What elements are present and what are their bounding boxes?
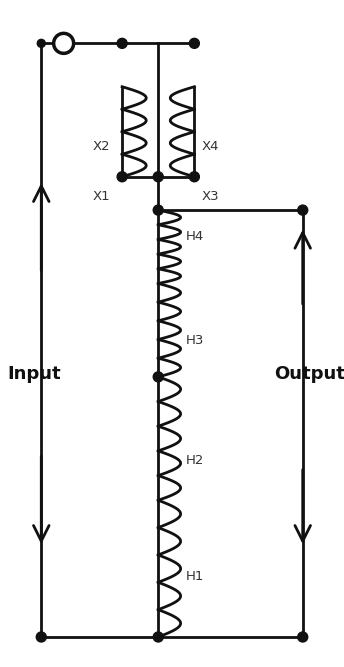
- Text: X1: X1: [93, 190, 110, 203]
- Circle shape: [153, 172, 163, 181]
- Circle shape: [117, 172, 127, 181]
- Circle shape: [153, 205, 163, 215]
- Circle shape: [117, 39, 127, 48]
- Circle shape: [153, 632, 163, 642]
- Text: Input: Input: [8, 365, 61, 382]
- Text: H4: H4: [186, 230, 204, 243]
- Text: Output: Output: [274, 365, 344, 382]
- Circle shape: [298, 632, 308, 642]
- Circle shape: [298, 205, 308, 215]
- Circle shape: [189, 172, 200, 181]
- Text: X2: X2: [93, 140, 110, 153]
- Circle shape: [36, 632, 46, 642]
- Text: X3: X3: [201, 190, 219, 203]
- Circle shape: [189, 39, 200, 48]
- Text: H1: H1: [186, 570, 204, 584]
- Text: H3: H3: [186, 334, 204, 347]
- Text: X4: X4: [201, 140, 219, 153]
- Text: H2: H2: [186, 454, 204, 467]
- Circle shape: [37, 39, 45, 47]
- Circle shape: [153, 372, 163, 382]
